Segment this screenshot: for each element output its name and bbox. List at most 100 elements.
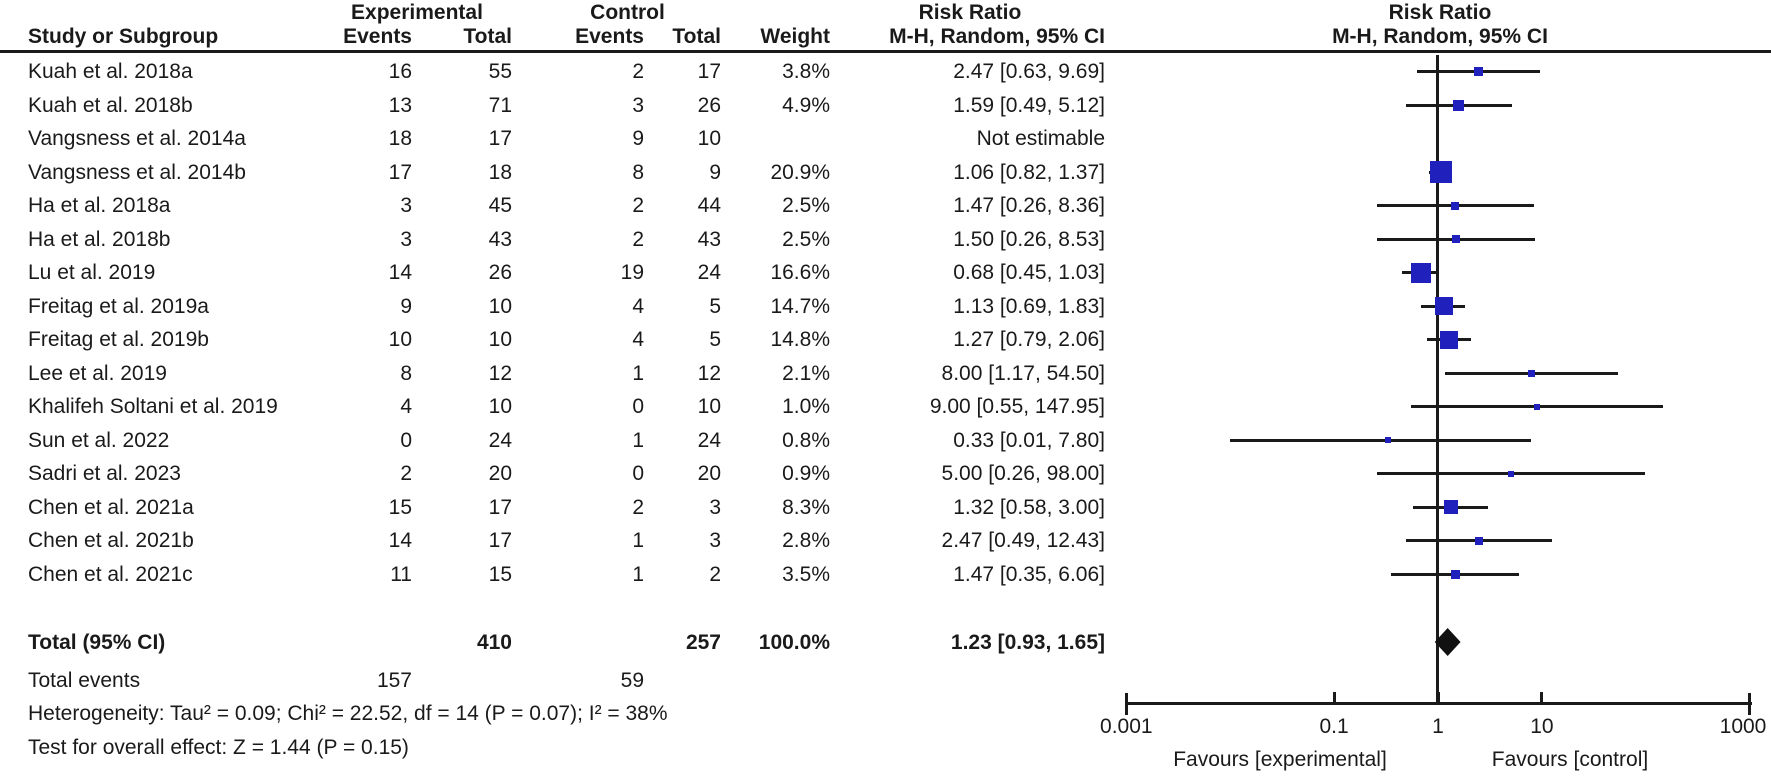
experimental-events: 3: [400, 194, 412, 217]
weight-value: 20.9%: [770, 160, 830, 184]
experimental-events: 10: [388, 328, 412, 351]
experimental-total: 43: [488, 227, 512, 251]
header-underline: [0, 50, 1771, 53]
control-events: 19: [620, 261, 644, 284]
control-events: 3: [632, 93, 644, 117]
control-events: 0: [632, 395, 644, 418]
effect-square-marker: [1410, 262, 1431, 283]
control-total: 20: [697, 462, 721, 485]
effect-square-marker: [1534, 403, 1541, 410]
experimental-events: 18: [388, 127, 412, 150]
axis-tick-label: 1000: [1719, 715, 1767, 738]
column-weight: Weight: [760, 25, 830, 48]
control-events: 2: [632, 495, 644, 519]
experimental-total: 15: [488, 562, 512, 586]
axis-tick: [1540, 692, 1544, 705]
effect-square-marker: [1384, 437, 1391, 444]
experimental-total: 17: [488, 529, 512, 552]
study-name: Sadri et al. 2023: [28, 462, 181, 485]
experimental-events: 8: [400, 361, 412, 385]
control-total: 12: [697, 361, 721, 385]
experimental-total: 17: [488, 127, 512, 150]
total-events-control: 59: [620, 669, 644, 692]
weight-value: 3.5%: [782, 562, 830, 586]
table-row: Chen et al. 2021a 15 17 2 3 8.3% 1.32 [0.58, 3…: [0, 491, 1110, 525]
effect-square-marker: [1528, 369, 1536, 377]
experimental-total: 17: [488, 495, 512, 519]
experimental-events: 14: [388, 529, 412, 552]
experimental-events: 4: [400, 395, 412, 418]
table-row: Lu et al. 2019 14 26 19 24 16.6% 0.68 [0.45, 1…: [0, 256, 1110, 290]
risk-ratio-ci-value: 1.06 [0.82, 1.37]: [953, 160, 1105, 184]
control-total: 5: [709, 328, 721, 351]
effect-square-marker: [1429, 161, 1452, 184]
study-name: Freitag et al. 2019b: [28, 328, 209, 351]
control-total: 24: [697, 261, 721, 284]
weight-value: 3.8%: [782, 60, 830, 83]
experimental-events: 17: [388, 160, 412, 184]
experimental-total: 12: [488, 361, 512, 385]
table-row: Freitag et al. 2019a 9 10 4 5 14.7% 1.13 [0.69…: [0, 290, 1110, 324]
column-group-experimental: Experimental: [351, 1, 483, 24]
risk-ratio-ci-value: 1.32 [0.58, 3.00]: [953, 495, 1105, 519]
risk-ratio-ci-value: 1.27 [0.79, 2.06]: [953, 328, 1105, 351]
effect-square-marker: [1474, 536, 1483, 545]
column-risk-ratio-title: Risk Ratio: [918, 1, 1022, 24]
weight-value: 1.0%: [782, 395, 830, 418]
table-row: Chen et al. 2021c 11 15 1 2 3.5% 1.47 [0.35, 6…: [0, 558, 1110, 592]
column-study-or-subgroup: Study or Subgroup: [28, 25, 219, 48]
weight-value: 0.8%: [782, 428, 830, 452]
experimental-total: 24: [488, 428, 512, 452]
table-row: Lee et al. 2019 8 12 1 12 2.1% 8.00 [1.17, 54.…: [0, 357, 1110, 391]
total-events-row: Total events 157 59: [0, 664, 1110, 698]
table-row: Chen et al. 2021b 14 17 1 3 2.8% 2.47 [0.49, 1…: [0, 524, 1110, 558]
experimental-events: 3: [400, 227, 412, 251]
control-events: 2: [632, 60, 644, 83]
study-name: Sun et al. 2022: [28, 428, 170, 452]
study-name: Chen et al. 2021b: [28, 529, 194, 552]
column-control-total: Total: [672, 25, 721, 48]
table-row: Vangsness et al. 2014b 17 18 8 9 20.9% 1.06 [0…: [0, 156, 1110, 190]
risk-ratio-ci-value: 1.13 [0.69, 1.83]: [953, 294, 1105, 318]
total-risk-ratio-ci: 1.23 [0.93, 1.65]: [950, 631, 1105, 654]
risk-ratio-ci-value: 0.68 [0.45, 1.03]: [953, 261, 1105, 284]
risk-ratio-ci-value: 8.00 [1.17, 54.50]: [941, 361, 1105, 385]
experimental-total: 26: [488, 261, 512, 284]
weight-value: [710, 122, 830, 156]
experimental-total: 10: [488, 395, 512, 418]
risk-ratio-ci-value: 1.47 [0.35, 6.06]: [953, 562, 1105, 586]
table-row: Vangsness et al. 2014a 18 17 9 10 Not estimab…: [0, 122, 1110, 156]
effect-square-marker: [1450, 569, 1460, 579]
control-total: 2: [709, 562, 721, 586]
risk-ratio-ci-value: 5.00 [0.26, 98.00]: [941, 462, 1105, 485]
study-name: Lee et al. 2019: [28, 361, 167, 385]
study-name: Kuah et al. 2018a: [28, 60, 193, 83]
effect-square-marker: [1443, 500, 1458, 515]
column-experimental-events: Events: [343, 25, 412, 48]
axis-tick-label: 0.001: [1100, 715, 1153, 738]
experimental-events: 11: [390, 562, 412, 586]
favours-control-label: Favours [control]: [1491, 748, 1649, 771]
control-total: 3: [709, 495, 721, 519]
control-events: 1: [632, 562, 644, 586]
study-name: Vangsness et al. 2014a: [28, 127, 246, 150]
weight-value: 2.5%: [782, 227, 830, 251]
risk-ratio-ci-value: 1.50 [0.26, 8.53]: [953, 227, 1105, 251]
experimental-events: 16: [388, 60, 412, 83]
experimental-events: 13: [388, 93, 412, 117]
table-row: Sun et al. 2022 0 24 1 24 0.8% 0.33 [0.01, 7.8…: [0, 424, 1110, 458]
effect-square-marker: [1434, 297, 1453, 316]
study-name: Freitag et al. 2019a: [28, 294, 209, 318]
experimental-total: 10: [488, 328, 512, 351]
control-total: 26: [697, 93, 721, 117]
experimental-total: 71: [488, 93, 512, 117]
total-weight: 100.0%: [758, 631, 830, 654]
risk-ratio-ci-value: 9.00 [0.55, 147.95]: [929, 395, 1105, 418]
control-events: 2: [632, 194, 644, 217]
control-total: 24: [697, 428, 721, 452]
risk-ratio-ci-value: 2.47 [0.49, 12.43]: [941, 529, 1105, 552]
experimental-total: 10: [488, 294, 512, 318]
risk-ratio-ci-value: 1.47 [0.26, 8.36]: [953, 194, 1105, 217]
total-experimental-total: 410: [476, 631, 512, 654]
